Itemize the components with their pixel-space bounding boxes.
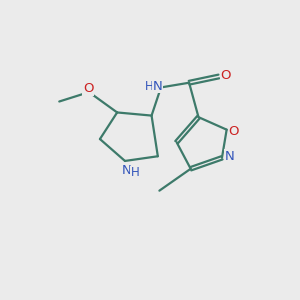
Text: H: H [145, 80, 153, 93]
Text: N: N [153, 80, 163, 93]
Text: H: H [130, 166, 140, 179]
Text: N: N [122, 164, 131, 177]
Text: O: O [228, 125, 239, 138]
Text: O: O [83, 82, 94, 95]
Text: N: N [225, 150, 235, 163]
Text: O: O [220, 69, 231, 82]
